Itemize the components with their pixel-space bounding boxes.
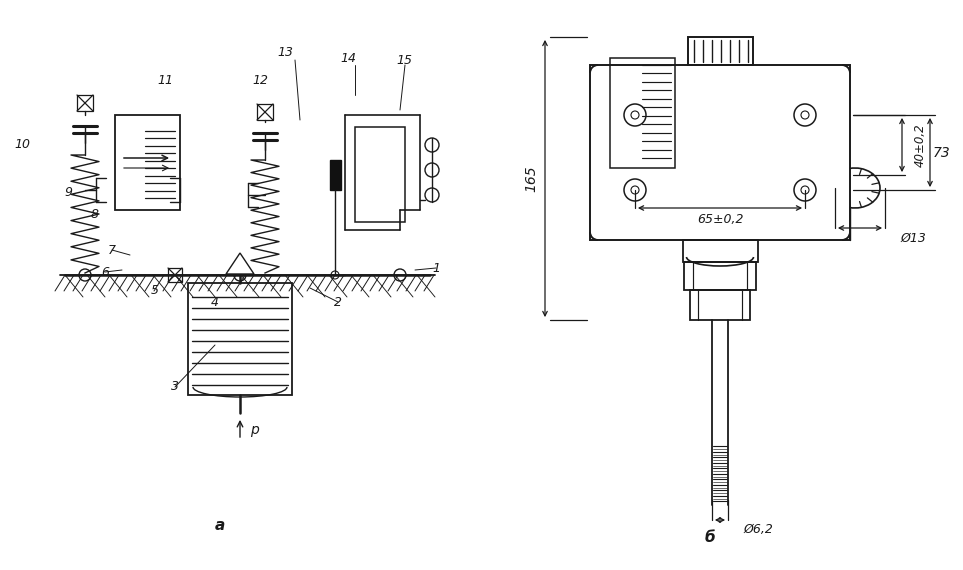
Text: 2: 2 [334,295,342,308]
Bar [590,65,850,240]
Text: 12: 12 [252,74,268,87]
Text: 5: 5 [151,283,159,296]
Bar [683,240,758,262]
Bar [168,268,182,282]
Bar [188,283,292,395]
Bar [330,160,341,190]
Text: 40±0,2: 40±0,2 [914,123,926,167]
Circle shape [79,269,91,281]
Bar [257,104,273,120]
Text: p: p [249,423,258,437]
Polygon shape [226,253,254,274]
Circle shape [801,186,809,194]
Circle shape [394,269,406,281]
Text: 11: 11 [157,74,173,87]
Text: 3: 3 [171,381,179,393]
Bar [77,95,93,111]
Circle shape [624,104,646,126]
Text: 165: 165 [524,166,538,192]
Text: 65±0,2: 65±0,2 [697,214,743,226]
Text: 14: 14 [340,51,356,64]
Bar [610,58,675,168]
Text: 9: 9 [64,185,72,198]
Text: 8: 8 [91,209,99,222]
Text: 10: 10 [14,139,30,152]
Bar [688,37,753,65]
Text: 73: 73 [933,146,950,160]
Circle shape [425,163,439,177]
Circle shape [794,104,816,126]
Text: 15: 15 [396,54,412,67]
Bar [115,115,180,210]
Text: Ø13: Ø13 [900,231,926,245]
Circle shape [234,269,246,281]
Text: Ø6,2: Ø6,2 [743,523,773,536]
Text: 6: 6 [101,266,109,279]
Circle shape [801,111,809,119]
Text: 7: 7 [108,243,116,256]
Circle shape [624,179,646,201]
Circle shape [331,271,339,279]
Circle shape [425,188,439,202]
Bar [690,290,750,320]
Circle shape [794,179,816,201]
Bar [684,262,756,290]
Text: а: а [215,518,225,532]
Circle shape [425,138,439,152]
Text: 13: 13 [277,46,293,59]
Text: 4: 4 [211,296,219,310]
Text: 1: 1 [432,262,440,275]
Bar [355,127,405,222]
Text: б: б [705,531,716,545]
Circle shape [631,186,639,194]
Circle shape [631,111,639,119]
